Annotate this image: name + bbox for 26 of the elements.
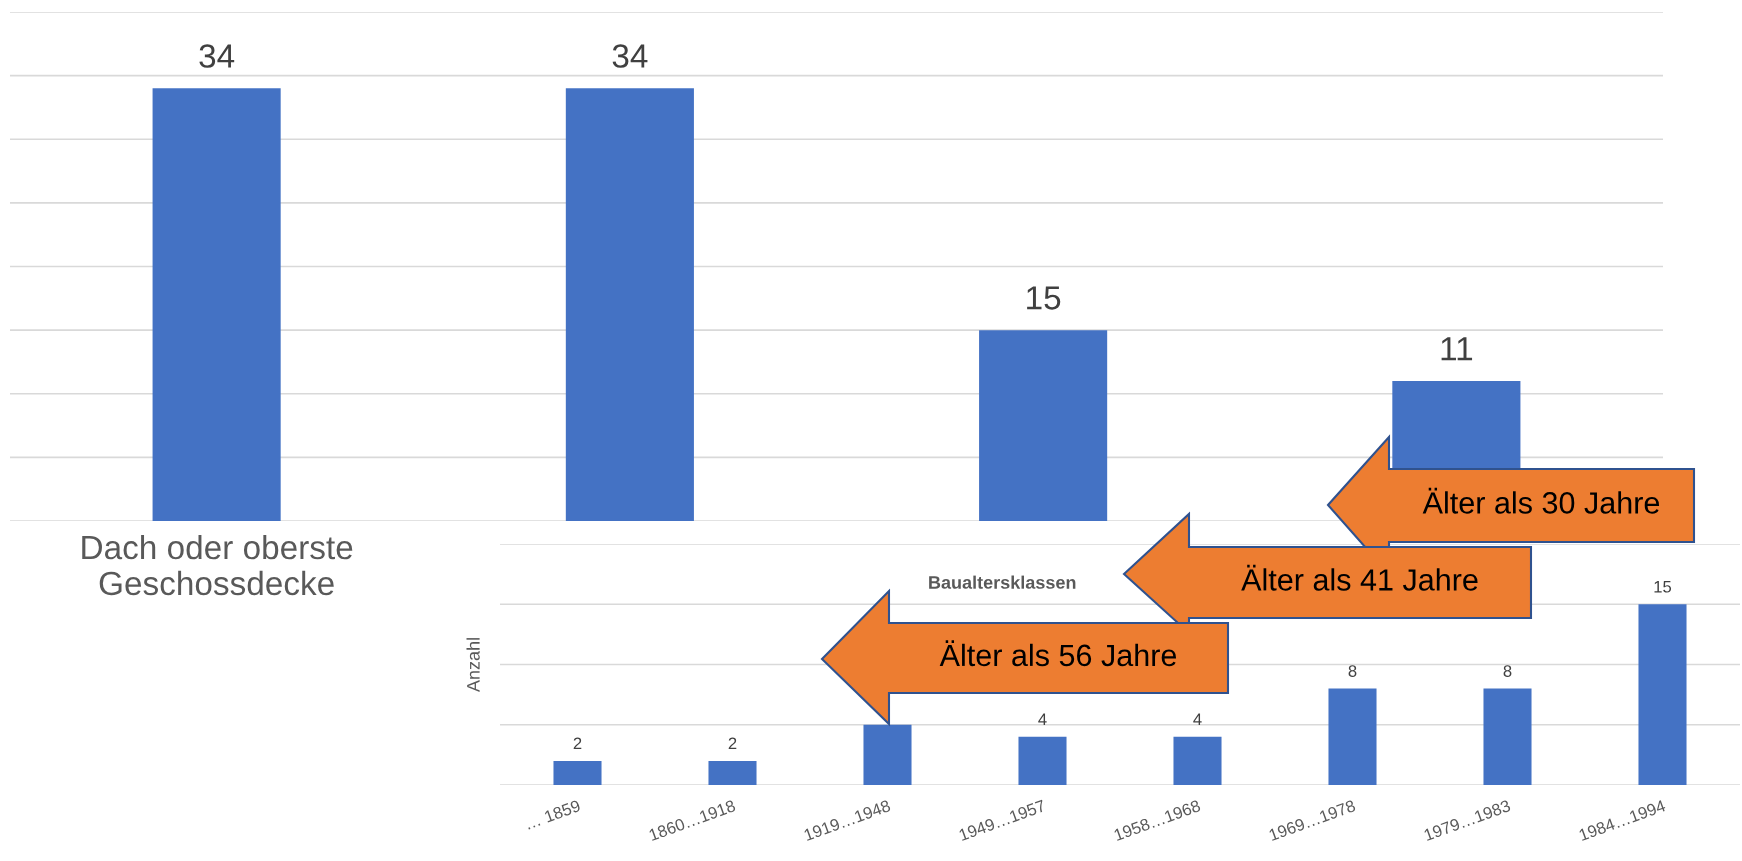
bar <box>1638 604 1687 785</box>
annotation: Älter als 56 Jahre <box>939 640 1177 667</box>
data-label: 15 <box>1027 286 1061 310</box>
data-label: 34 <box>612 44 648 68</box>
bar <box>1328 688 1377 785</box>
annotation: Älter als 41 Jahre <box>1241 564 1478 591</box>
annotation: Älter als 30 Jahre <box>1422 487 1660 514</box>
bar <box>708 760 757 785</box>
bar <box>1018 736 1067 785</box>
x-tick-label: Dach oder oberste Geschossdecke <box>82 534 353 596</box>
y-axis-title: Anzahl <box>466 638 480 693</box>
data-label: 2 <box>573 737 582 750</box>
data-label: 8 <box>1503 665 1512 677</box>
bar <box>1173 736 1222 785</box>
data-label: 11 <box>1441 337 1473 361</box>
bar <box>1483 688 1532 785</box>
data-label: 4 <box>1193 713 1202 726</box>
text: Baualtersklassen <box>929 575 1076 589</box>
data-label: 15 <box>1654 580 1672 593</box>
x-tick-label: … 1859 <box>524 799 581 830</box>
data-label: 2 <box>728 737 737 750</box>
bar <box>553 760 602 785</box>
bar <box>863 724 912 785</box>
data-label: 8 <box>1348 665 1357 677</box>
data-label: 4 <box>1038 713 1047 726</box>
data-label: 34 <box>199 44 235 68</box>
